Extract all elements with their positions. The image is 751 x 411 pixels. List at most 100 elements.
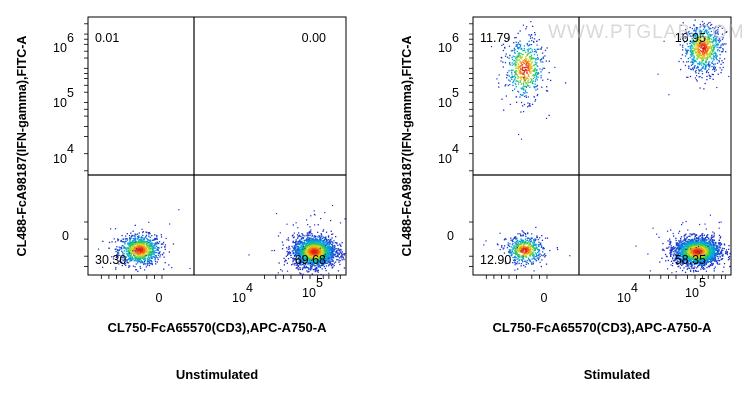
data-point-pop1 [304, 245, 306, 248]
data-point-pop1 [320, 248, 323, 251]
data-point-pop1 [325, 236, 327, 238]
data-point-pop0 [126, 261, 128, 263]
data-point-pop1 [323, 259, 325, 261]
data-point-pop1 [687, 32, 689, 34]
data-point-pop1 [307, 271, 309, 273]
data-point-pop0 [526, 49, 529, 51]
data-point-pop0 [531, 67, 533, 70]
data-point-pop1 [294, 246, 296, 248]
data-point-pop1 [309, 258, 311, 260]
panel-unstimulated: 0.01 0.00 30.30 69.68 0 104 105 106 0 10… [15, 16, 347, 382]
data-point-pop0 [129, 255, 131, 257]
data-point-pop0 [520, 73, 522, 75]
data-point-pop0 [141, 251, 143, 253]
data-point-pop0 [140, 250, 142, 252]
data-point-pop2 [538, 241, 540, 243]
data-point-pop2 [537, 259, 540, 261]
data-point-pop0 [156, 235, 158, 238]
data-point-pop0 [155, 255, 157, 257]
data-point-pop1 [320, 240, 322, 242]
data-point-pop0 [145, 243, 147, 246]
data-point-pop0 [515, 73, 517, 75]
data-point-pop1 [307, 253, 309, 255]
data-point-pop1 [289, 248, 291, 250]
data-point-pop0 [143, 262, 145, 264]
data-point-pop1 [704, 55, 706, 57]
data-point-pop1 [699, 61, 701, 63]
data-point-pop1 [341, 254, 343, 256]
data-point-pop1 [319, 254, 321, 257]
data-point-pop1 [292, 263, 294, 265]
data-point-pop0 [526, 63, 528, 65]
data-point-pop1 [301, 258, 303, 260]
data-point-pop1 [323, 254, 326, 256]
data-point-pop2 [513, 245, 515, 247]
data-point-pop1 [705, 71, 708, 74]
data-point-pop0 [147, 255, 149, 257]
data-point-pop2 [534, 252, 536, 254]
data-point-sparse [728, 75, 730, 78]
data-point-pop0 [531, 57, 533, 59]
data-point-pop0 [528, 64, 530, 66]
data-point-pop0 [131, 242, 133, 244]
data-point-pop0 [151, 245, 153, 248]
data-point-sparse [522, 24, 524, 26]
data-point-pop1 [298, 244, 301, 246]
data-point-pop0 [137, 238, 139, 240]
data-point-pop0 [515, 72, 517, 74]
data-point-pop0 [514, 78, 516, 80]
data-point-pop0 [519, 80, 521, 82]
data-point-pop0 [534, 83, 536, 85]
data-point-pop1 [303, 265, 305, 268]
data-point-pop0 [145, 234, 148, 236]
data-point-pop1 [324, 267, 326, 270]
data-point-pop1 [318, 262, 320, 264]
data-point-pop0 [523, 59, 526, 61]
data-point-pop0 [527, 84, 529, 86]
data-point-pop0 [146, 246, 148, 249]
data-point-sparse [286, 223, 288, 225]
data-point-pop1 [702, 66, 704, 69]
data-point-pop0 [136, 260, 138, 262]
data-point-pop1 [323, 250, 325, 252]
data-point-pop0 [540, 77, 542, 79]
data-point-pop1 [317, 240, 320, 243]
data-point-pop0 [144, 249, 146, 251]
data-point-sparse [306, 219, 308, 221]
data-point-pop0 [131, 234, 133, 237]
data-point-pop0 [517, 80, 519, 82]
data-point-pop1 [315, 258, 317, 260]
data-point-pop1 [309, 234, 311, 236]
data-point-pop0 [159, 256, 161, 258]
data-point-pop0 [522, 76, 524, 78]
x-axis-label-left: CL750-FcA65570(CD3),APC-A750-A [108, 320, 328, 335]
data-point-pop1 [318, 236, 320, 238]
data-point-pop1 [306, 261, 308, 263]
data-point-pop0 [151, 261, 153, 263]
data-point-pop1 [343, 267, 346, 269]
data-point-pop1 [695, 61, 697, 63]
data-point-pop0 [518, 59, 521, 62]
data-point-pop0 [125, 248, 127, 250]
data-point-pop0 [111, 256, 113, 258]
data-point-pop0 [538, 39, 540, 41]
data-point-pop1 [310, 243, 312, 245]
data-point-pop0 [121, 264, 123, 267]
data-point-pop0 [539, 68, 541, 70]
data-point-pop0 [514, 59, 516, 62]
data-point-pop1 [328, 247, 330, 250]
data-point-pop0 [531, 37, 534, 39]
data-point-pop1 [314, 249, 316, 251]
data-point-pop0 [156, 247, 159, 249]
data-point-pop0 [135, 250, 138, 252]
data-point-pop1 [296, 251, 298, 253]
data-point-pop1 [686, 53, 688, 55]
data-point-pop0 [142, 240, 145, 242]
data-point-pop0 [132, 250, 135, 252]
data-point-pop0 [541, 69, 543, 71]
data-point-pop0 [130, 252, 132, 254]
data-point-pop0 [127, 242, 129, 244]
data-point-pop1 [722, 62, 724, 64]
data-point-pop0 [139, 240, 141, 242]
data-point-pop0 [508, 75, 510, 77]
